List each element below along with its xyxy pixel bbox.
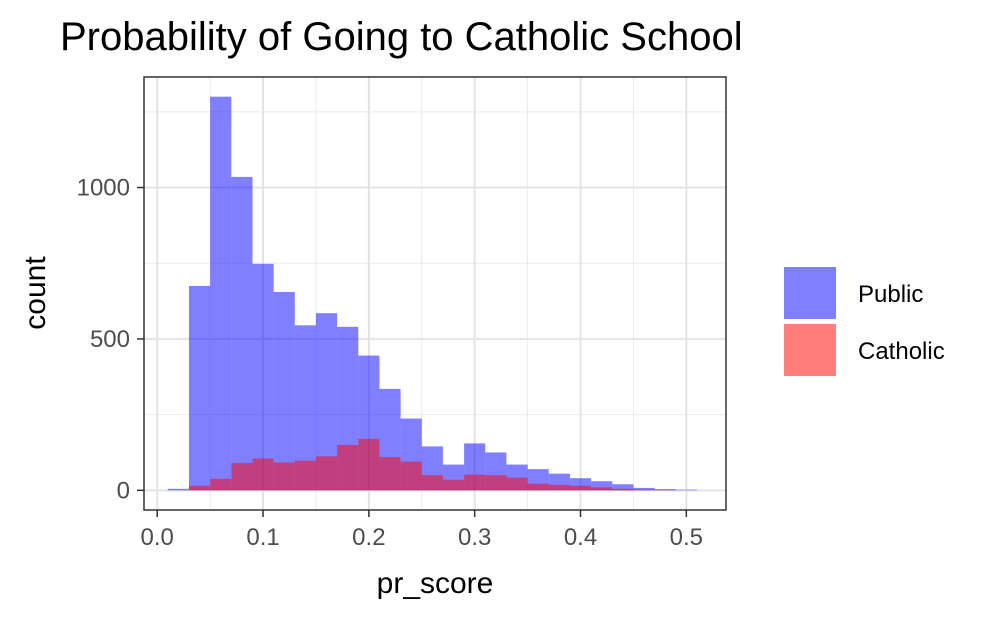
public-bar <box>633 487 655 491</box>
public-bar <box>231 176 253 491</box>
catholic-bar <box>358 438 380 491</box>
public-bar <box>675 489 697 491</box>
legend-key-catholic <box>784 324 836 376</box>
catholic-bar <box>527 483 549 491</box>
y-axis-title: count <box>19 256 52 330</box>
x-tick-label: 0.5 <box>670 524 703 551</box>
catholic-bar <box>294 460 316 491</box>
catholic-bar <box>464 474 486 491</box>
catholic-bar <box>231 463 253 491</box>
y-axis: 0 500 1000 <box>77 175 144 504</box>
catholic-bar <box>506 477 528 491</box>
x-tick-label: 0.2 <box>352 524 385 551</box>
catholic-bar <box>315 456 338 491</box>
catholic-bar <box>400 461 422 491</box>
public-bar <box>188 285 211 491</box>
catholic-bars <box>188 438 676 491</box>
public-bar <box>315 313 338 491</box>
public-bar <box>252 263 274 491</box>
catholic-bar <box>379 457 401 491</box>
public-bar <box>612 484 634 491</box>
catholic-bar <box>591 487 613 491</box>
public-bar <box>294 325 316 491</box>
x-axis: 0.0 0.1 0.2 0.3 0.4 0.5 <box>141 510 703 551</box>
catholic-bar <box>273 462 295 491</box>
plot-border <box>143 76 727 511</box>
x-tick-label: 0.3 <box>458 524 491 551</box>
x-tick-label: 0.0 <box>141 524 174 551</box>
catholic-bar <box>252 458 274 491</box>
public-bar <box>210 96 232 491</box>
public-bar <box>654 489 676 491</box>
catholic-bar <box>188 485 211 491</box>
y-tick-label: 1000 <box>77 175 130 202</box>
catholic-bar <box>569 485 592 491</box>
catholic-bar <box>548 484 570 491</box>
catholic-bar <box>421 475 443 491</box>
legend-label-catholic: Catholic <box>858 338 945 365</box>
y-tick-label: 500 <box>90 326 130 353</box>
x-tick-label: 0.4 <box>564 524 597 551</box>
chart-title: Probability of Going to Catholic School <box>60 15 743 59</box>
legend: Public Catholic <box>784 267 945 376</box>
public-bar <box>167 488 189 491</box>
catholic-bar <box>442 479 465 491</box>
public-bar <box>591 481 613 491</box>
y-tick-label: 0 <box>117 477 130 504</box>
legend-key-public <box>784 267 836 319</box>
public-bars <box>167 96 697 491</box>
x-tick-label: 0.1 <box>246 524 279 551</box>
catholic-bar <box>633 489 655 491</box>
public-bar <box>273 291 295 491</box>
catholic-bar <box>337 444 359 491</box>
legend-label-public: Public <box>858 281 923 308</box>
catholic-bar <box>612 488 634 491</box>
catholic-bar <box>485 475 507 491</box>
catholic-bar <box>210 478 232 491</box>
x-axis-title: pr_score <box>377 567 494 600</box>
